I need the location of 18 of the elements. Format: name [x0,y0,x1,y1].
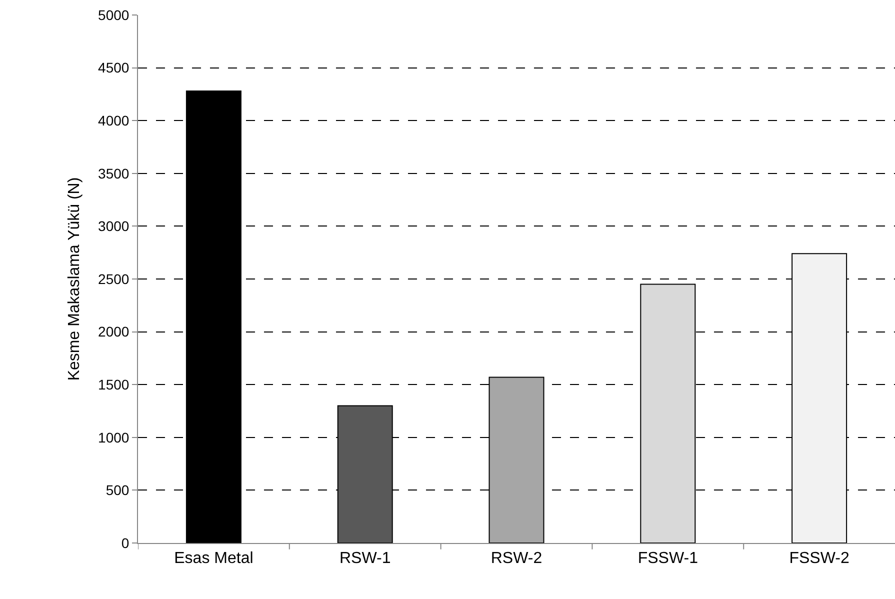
y-tick-label: 1500 [98,376,130,392]
y-axis-title: Kesme Makaslama Yükü (N) [66,177,83,381]
y-tick-label: 2500 [98,270,130,287]
x-tick-label: RSW-2 [490,550,542,568]
y-tick-label: 0 [121,534,130,551]
y-tick-label: 4000 [98,112,130,128]
y-tick-label: 2000 [98,324,130,340]
y-tick-label: 5000 [98,6,130,23]
y-tick-label: 4500 [98,60,130,76]
x-tick-label: Esas Metal [174,550,254,568]
x-tick-label: FSSW-2 [789,550,850,568]
y-tick-label: 3500 [98,165,130,182]
y-tick-label: 1000 [98,429,130,446]
y-tick-label: 3000 [98,218,130,234]
x-tick-label: RSW-1 [339,550,391,568]
bar [186,90,242,543]
x-tick-label: FSSW-1 [638,550,698,568]
y-tick-label: 500 [106,482,130,498]
